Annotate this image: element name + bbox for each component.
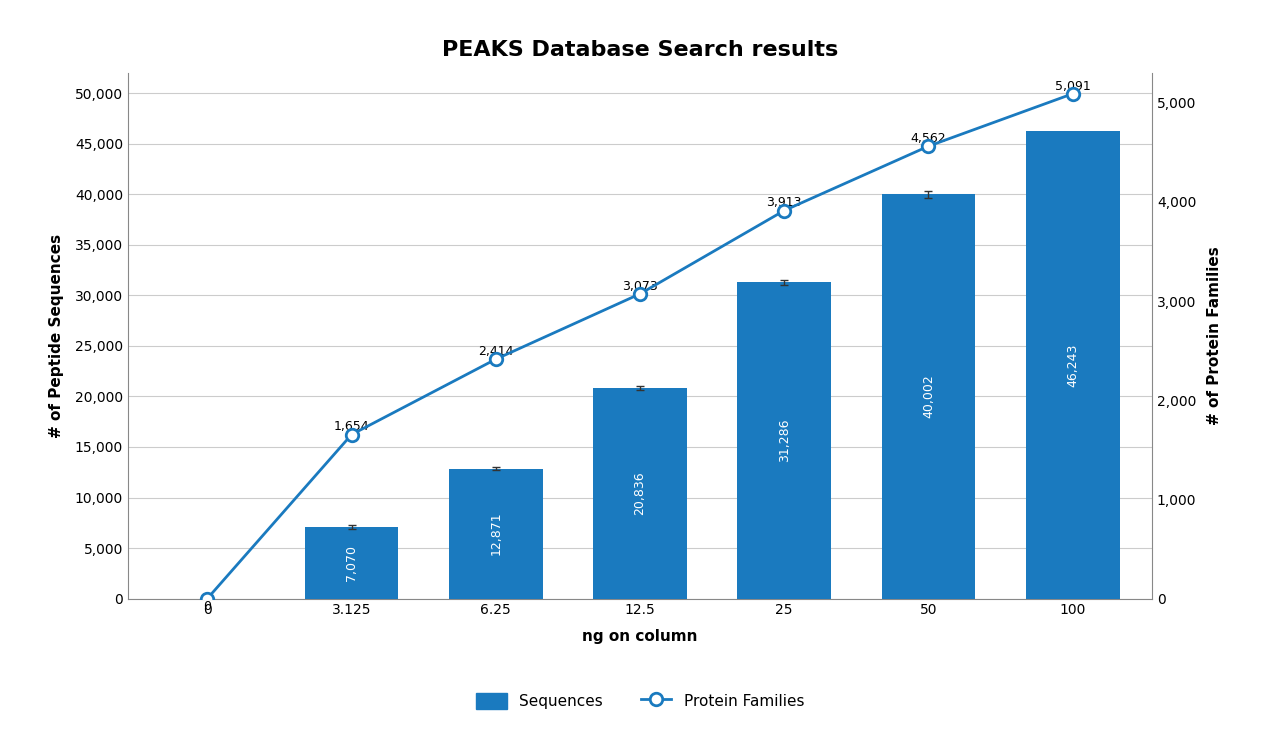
Protein Families (632, 290, 648, 299)
Y-axis label: # of Peptide Sequences: # of Peptide Sequences (49, 234, 64, 438)
Text: 7,070: 7,070 (346, 545, 358, 581)
Protein Families (920, 142, 936, 150)
X-axis label: ng on column: ng on column (582, 629, 698, 644)
Text: 3,913: 3,913 (767, 196, 803, 210)
Y-axis label: # of Protein Families: # of Protein Families (1207, 247, 1222, 425)
Protein Families (1065, 89, 1080, 98)
Text: 0: 0 (204, 600, 211, 613)
Text: 1,654: 1,654 (334, 420, 370, 434)
Bar (449, 469, 543, 599)
Title: PEAKS Database Search results: PEAKS Database Search results (442, 40, 838, 61)
Protein Families (488, 355, 503, 364)
Bar (1025, 131, 1120, 599)
Bar (305, 527, 398, 599)
Protein Families (777, 206, 792, 215)
Text: 4,562: 4,562 (910, 132, 946, 145)
Legend: Sequences, Protein Families: Sequences, Protein Families (470, 687, 810, 715)
Text: 31,286: 31,286 (778, 419, 791, 462)
Line: Protein Families: Protein Families (201, 88, 1079, 605)
Bar (593, 388, 687, 599)
Protein Families (200, 594, 215, 603)
Text: 5,091: 5,091 (1055, 80, 1091, 93)
Text: 2,414: 2,414 (477, 345, 513, 358)
Text: 12,871: 12,871 (489, 512, 502, 556)
Text: 20,836: 20,836 (634, 472, 646, 515)
Bar (737, 283, 831, 599)
Bar (882, 194, 975, 599)
Protein Families (344, 430, 360, 439)
Text: 3,073: 3,073 (622, 280, 658, 293)
Text: 40,002: 40,002 (922, 374, 934, 418)
Text: 46,243: 46,243 (1066, 343, 1079, 387)
